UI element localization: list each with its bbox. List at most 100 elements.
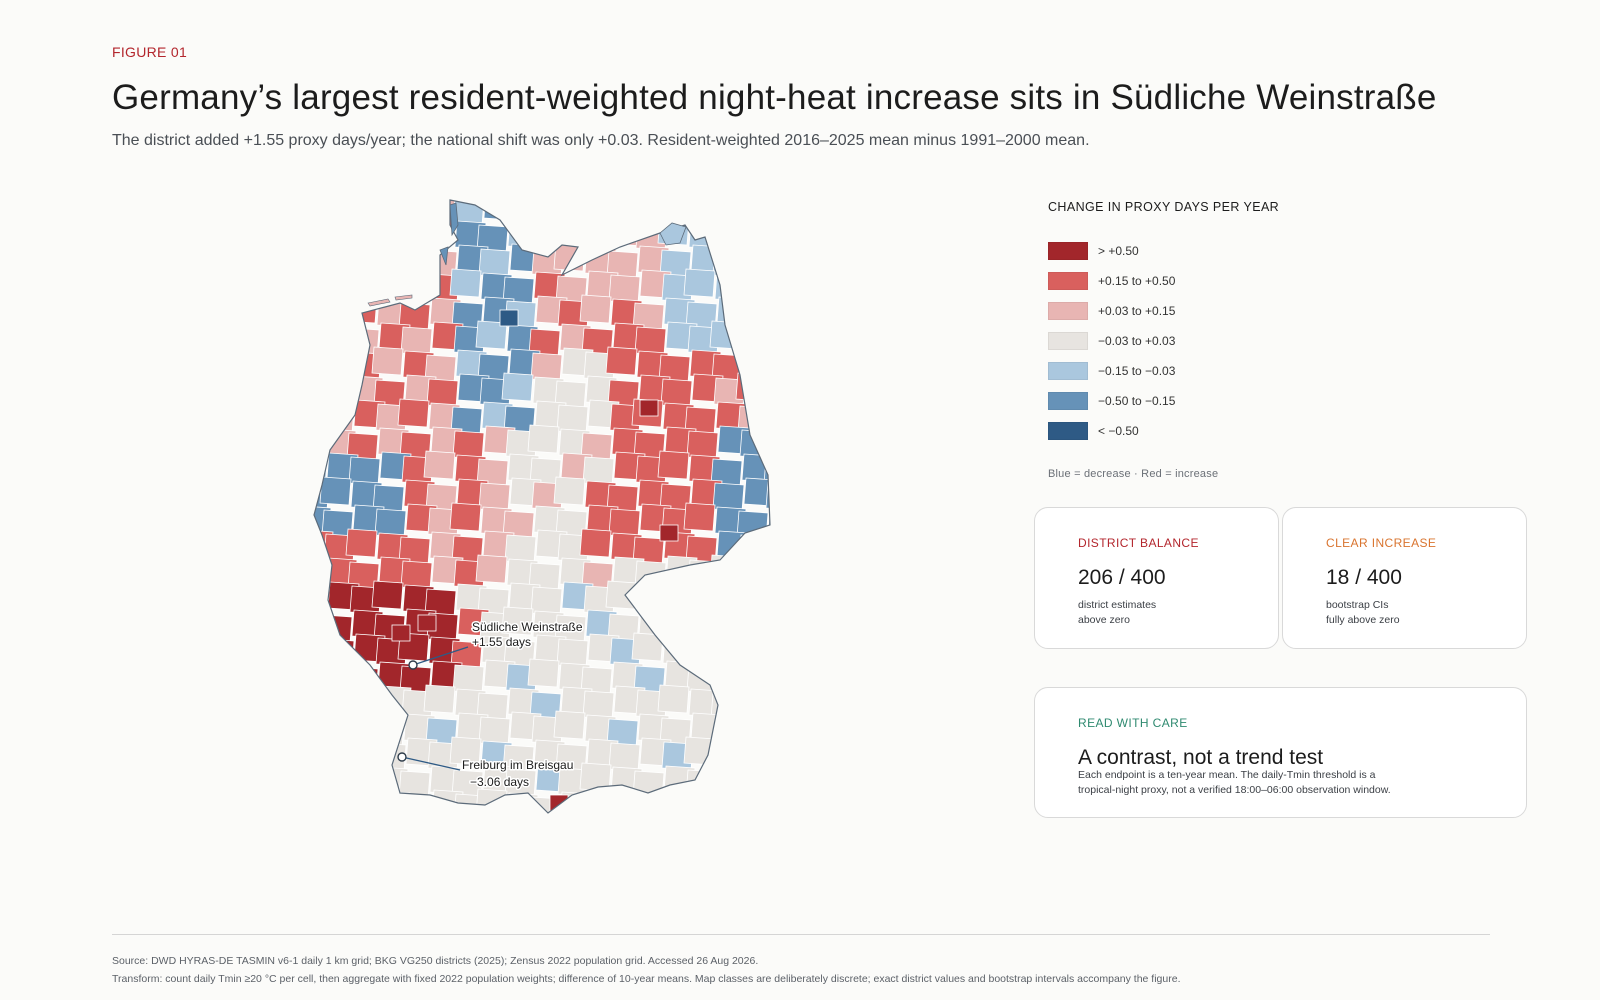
district-cell	[417, 614, 437, 632]
district-cell	[549, 794, 569, 812]
district-cell	[713, 611, 746, 641]
weinstrasse-label-halo: Südliche Weinstraße	[472, 620, 583, 634]
district-cell	[379, 217, 412, 247]
district-cell	[767, 505, 770, 535]
legend-swatch	[1048, 272, 1088, 290]
district-cell	[740, 792, 770, 813]
district-cell	[314, 562, 327, 592]
district-cell	[314, 247, 330, 277]
district-cell	[346, 200, 379, 228]
district-cell	[687, 793, 720, 813]
district-cell	[740, 324, 770, 354]
district-cell	[768, 634, 770, 664]
district-cell	[322, 404, 355, 434]
freiburg-label-halo: Freiburg im Breisgau	[462, 758, 573, 772]
district-cell	[765, 481, 770, 511]
district-cell	[348, 690, 381, 720]
district-cell	[529, 223, 562, 253]
district-cell	[531, 821, 562, 835]
district-cell	[761, 424, 770, 454]
district-cell	[660, 612, 693, 642]
read-with-care-body-line2: tropical-night proxy, not a verified 18:…	[1078, 784, 1391, 796]
district-cell	[346, 666, 379, 696]
district-cell	[322, 638, 355, 668]
district-cell	[579, 294, 612, 324]
district-cell	[632, 770, 665, 800]
district-cell	[638, 608, 671, 638]
district-cell	[325, 791, 358, 813]
figure-subtitle: The district added +1.55 proxy days/year…	[112, 132, 1090, 149]
district-cell	[789, 615, 800, 643]
district-cell	[765, 715, 770, 745]
district-cell	[767, 271, 770, 301]
district-cell	[527, 424, 560, 454]
district-cell	[314, 763, 334, 793]
district-cell	[314, 739, 332, 769]
district-cell	[658, 588, 691, 618]
district-cell	[611, 200, 644, 223]
district-cell	[741, 219, 770, 249]
legend-row: +0.03 to +0.15	[1048, 296, 1348, 326]
legend-swatch	[1048, 422, 1088, 440]
district-cell	[320, 614, 353, 644]
map-svg: Südliche Weinstraße Südliche Weinstraße …	[313, 199, 800, 835]
district-cell	[314, 691, 328, 721]
district-cell	[314, 658, 326, 688]
clear-increase-desc: bootstrap CIs fully above zero	[1326, 598, 1506, 628]
district-cell	[794, 558, 800, 586]
district-cell	[314, 328, 327, 358]
district-cell	[321, 275, 354, 305]
district-cell	[792, 768, 800, 796]
district-cell	[769, 763, 770, 793]
district-cell	[743, 477, 770, 507]
freiburg-value: −3.06 days	[470, 775, 529, 789]
east-frisian-islands	[367, 294, 413, 307]
district-cell	[743, 711, 770, 741]
clear-increase-card: CLEAR INCREASE 18 / 400 bootstrap CIs fu…	[1282, 507, 1527, 649]
district-cell	[742, 348, 770, 378]
district-cell	[765, 247, 770, 277]
district-cell	[739, 663, 770, 693]
legend-label: +0.03 to +0.15	[1098, 304, 1176, 318]
district-cell	[795, 219, 800, 247]
read-with-care-card: READ WITH CARE A contrast, not a trend t…	[1034, 687, 1527, 818]
district-cell	[319, 242, 352, 272]
district-cell	[456, 818, 487, 835]
district-cell	[790, 276, 800, 304]
district-cell	[314, 223, 328, 253]
district-cell	[324, 200, 357, 224]
district-cell	[483, 200, 516, 221]
district-cell	[796, 348, 800, 376]
district-cell	[741, 687, 770, 717]
read-with-care-body-line1: Each endpoint is a ten-year mean. The da…	[1078, 769, 1376, 781]
district-cell	[371, 580, 404, 610]
district-cell	[762, 328, 770, 358]
figure-eyebrow: FIGURE 01	[112, 44, 188, 60]
district-cell	[717, 659, 750, 689]
district-balance-card: DISTRICT BALANCE 206 / 400 district esti…	[1034, 507, 1279, 649]
district-cell	[314, 634, 333, 664]
district-cell	[320, 380, 353, 410]
district-cell	[665, 789, 698, 813]
district-cell	[762, 562, 770, 592]
district-cell	[499, 309, 519, 327]
district-cell	[397, 398, 430, 428]
district-cell	[769, 295, 770, 325]
district-cell	[580, 200, 613, 228]
district-cell	[791, 639, 800, 667]
district-cell	[763, 457, 770, 487]
freiburg-value-halo: −3.06 days	[470, 775, 529, 789]
district-balance-desc: district estimates above zero	[1078, 598, 1258, 628]
district-cell	[372, 250, 405, 280]
district-cell	[788, 711, 800, 739]
district-cell	[501, 372, 534, 402]
district-cell	[314, 400, 333, 430]
district-cell	[793, 429, 800, 457]
district-cell	[325, 323, 358, 353]
district-cell	[553, 710, 586, 740]
district-cell	[795, 687, 800, 715]
district-cell	[403, 819, 434, 835]
district-cell	[793, 663, 800, 691]
legend-row: −0.03 to +0.03	[1048, 326, 1348, 356]
legend-title: CHANGE IN PROXY DAYS PER YEAR	[1048, 200, 1280, 214]
